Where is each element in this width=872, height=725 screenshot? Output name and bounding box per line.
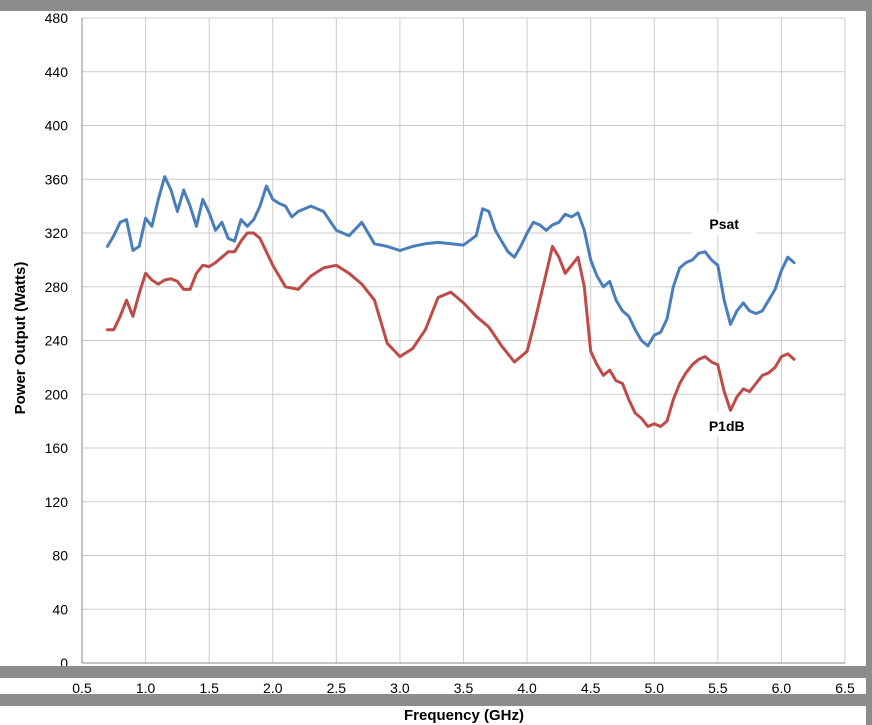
y-tick-label: 40 [52,601,68,617]
y-tick-label: 120 [45,494,69,510]
right-frame-bar [866,0,872,725]
y-tick-label: 200 [45,386,69,402]
bottom-frame-bar [0,694,872,706]
y-tick-label: 360 [45,171,69,187]
y-tick-label: 400 [45,118,69,134]
series-lines [105,175,796,428]
y-tick-label: 240 [45,333,69,349]
x-tick-label: 4.0 [517,680,537,696]
x-tick-label: 2.0 [263,680,283,696]
x-axis-title: Frequency (GHz) [404,707,524,724]
y-tick-label: 480 [45,10,69,26]
plot-border [81,18,845,664]
psat-label-box [692,212,757,235]
y-tick-label: 80 [52,548,68,564]
series-line-p1db [105,231,796,428]
x-tick-label: 0.5 [72,680,92,696]
y-tick-label: 320 [45,225,69,241]
x-tick-label: 1.5 [199,680,219,696]
series-line-psat [105,175,796,348]
y-tick-label: 160 [45,440,69,456]
x-tick-label: 5.0 [645,680,665,696]
x-tick-labels: 0.5 1.0 1.5 2.0 2.5 3.0 3.5 4.0 4.5 5.0 5.5 6.0 6.5 [72,680,855,696]
x-tick-label: 2.5 [327,680,347,696]
x-tick-label: 5.5 [708,680,728,696]
p1db-label-box [692,411,761,436]
x-tick-label: 4.5 [581,680,601,696]
x-tick-label: 3.5 [454,680,474,696]
y-tick-label: 440 [45,64,69,80]
p1db-series-label: P1dB [709,418,745,434]
y-tick-labels: 0 40 80 120 160 200 240 280 320 360 400 440 480 [45,10,69,671]
top-frame-bar [0,0,872,11]
series-labels: Psat P1dB [692,212,761,436]
x-tick-label: 3.0 [390,680,410,696]
x-axis-frame-bar [0,666,872,678]
x-tick-label: 1.0 [136,680,156,696]
psat-series-label: Psat [709,216,739,232]
y-axis-title: Power Output (Watts) [12,262,29,415]
y-tick-label: 280 [45,279,69,295]
x-tick-label: 6.0 [772,680,792,696]
y-tick-label: 0 [60,655,68,671]
x-tick-label: 6.5 [835,680,855,696]
